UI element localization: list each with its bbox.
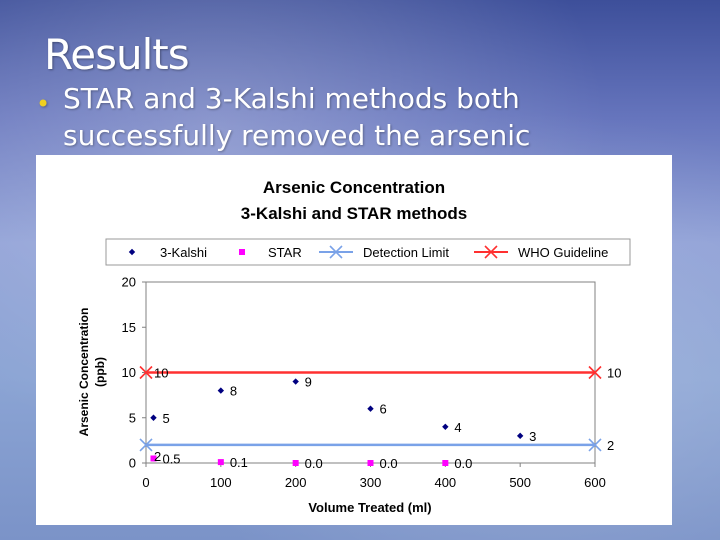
- y-tick-label: 5: [129, 410, 136, 425]
- 3-kalshi-data-label: 3: [529, 429, 536, 444]
- x-tick-label: 200: [285, 475, 307, 490]
- star-data-label: 0.5: [162, 451, 180, 466]
- chart-title-line1: Arsenic Concentration: [263, 178, 445, 197]
- 3-kalshi-point: [217, 387, 225, 394]
- chart-panel: Arsenic Concentration 3-Kalshi and STAR …: [36, 155, 672, 525]
- legend-box: [105, 238, 631, 266]
- x-axis-label: Volume Treated (ml): [308, 500, 431, 515]
- x-tick-label: 400: [434, 475, 456, 490]
- chart-title-line2: 3-Kalshi and STAR methods: [241, 204, 467, 223]
- 3-kalshi-point: [367, 405, 374, 412]
- who-guideline-point: [588, 365, 602, 380]
- x-tick-label: 300: [360, 475, 382, 490]
- bullet-text: STAR and 3-Kalshi methods both successfu…: [63, 82, 531, 152]
- star-data-label: 0.0: [454, 456, 472, 471]
- detection-limit-point: [139, 438, 153, 452]
- x-tick-label: 500: [509, 475, 531, 490]
- legend-who-guideline-label: WHO Guideline: [518, 245, 608, 260]
- 3-kalshi-point: [150, 414, 157, 421]
- 3-kalshi-data-label: 6: [380, 402, 387, 417]
- x-tick-label: 100: [210, 475, 232, 490]
- y-tick-label: 10: [122, 365, 136, 380]
- star-data-label: 0.0: [305, 456, 323, 471]
- star-point: [292, 460, 299, 466]
- star-point: [367, 460, 374, 466]
- legend-detection-limit-label: Detection Limit: [363, 245, 449, 260]
- who-guideline-data-label: 10: [607, 366, 621, 381]
- 3-kalshi-data-label: 4: [454, 420, 461, 435]
- arsenic-chart: Arsenic Concentration 3-Kalshi and STAR …: [77, 178, 631, 515]
- bullet-icon: •: [36, 90, 51, 118]
- y-axis-label-line2: (ppb): [93, 357, 107, 387]
- legend-star-label: STAR: [268, 245, 302, 260]
- legend-who-guideline-icon: [484, 245, 498, 259]
- detection-limit-data-label: 2: [607, 438, 614, 453]
- detection-limit-point: [588, 438, 602, 452]
- legend-3-kalshi-label: 3-Kalshi: [160, 245, 207, 260]
- star-point: [442, 460, 449, 466]
- slide-title: Results: [44, 30, 190, 79]
- who-guideline-point: [139, 365, 153, 380]
- bullet-point: • STAR and 3-Kalshi methods both success…: [36, 80, 696, 154]
- y-tick-label: 20: [122, 275, 136, 290]
- y-tick-label: 0: [129, 456, 136, 471]
- x-tick-label: 600: [584, 475, 606, 490]
- series-layer: 5 8 9 6 4 3 0.5 0.1 0.0 0.0 0.0 2 2 10 10: [139, 365, 621, 471]
- 3-kalshi-point: [442, 423, 449, 430]
- x-tick-label: 0: [142, 475, 149, 490]
- who-guideline-data-label: 10: [154, 366, 168, 381]
- star-point: [150, 455, 157, 462]
- legend-detection-limit-icon: [329, 245, 343, 259]
- chart-legend: 3-Kalshi STAR Detection Limit WHO Guideline: [105, 238, 631, 266]
- 3-kalshi-data-label: 8: [230, 384, 237, 399]
- star-point: [217, 459, 224, 466]
- legend-star-icon: [239, 249, 245, 255]
- y-axis-label-line1: Arsenic Concentration: [77, 308, 91, 437]
- 3-kalshi-data-label: 5: [162, 411, 169, 426]
- y-tick-label: 15: [122, 320, 136, 335]
- 3-kalshi-point: [292, 378, 299, 385]
- detection-limit-data-label: 2: [154, 449, 161, 464]
- star-data-label: 0.0: [380, 456, 398, 471]
- 3-kalshi-data-label: 9: [305, 375, 312, 390]
- star-data-label: 0.1: [230, 455, 248, 470]
